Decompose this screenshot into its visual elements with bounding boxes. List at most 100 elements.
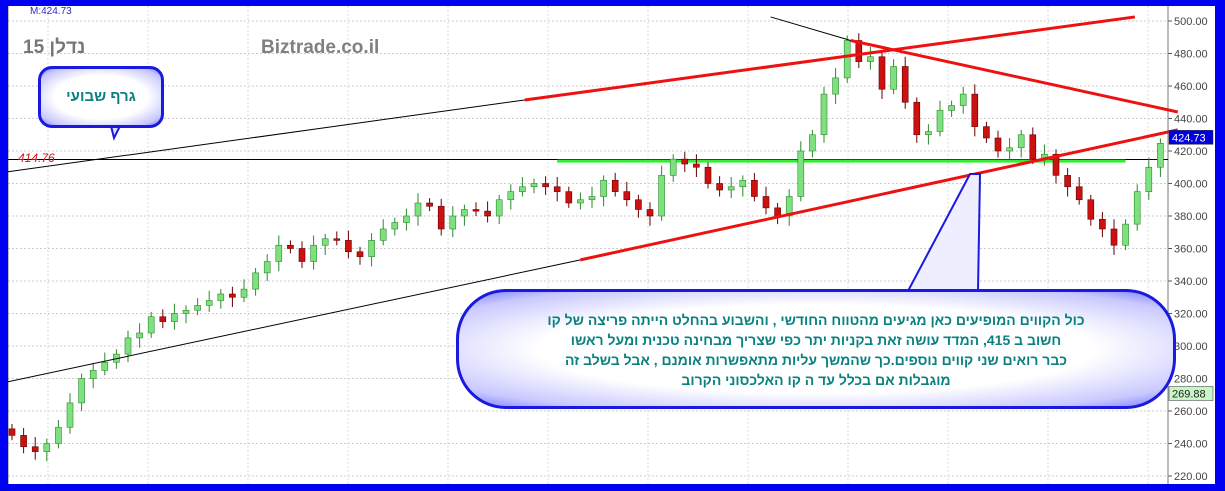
candle-body [669, 158, 677, 176]
candle-body [948, 105, 955, 111]
candle-body [797, 150, 805, 197]
y-tick-label: 380.00 [1174, 211, 1208, 223]
y-tick-label: 500.00 [1174, 16, 1208, 28]
candle [507, 184, 515, 210]
candle-body [205, 300, 213, 306]
candle-body [611, 179, 619, 192]
callout-line: מוגבלות אם בכלל עד ה קו האלכסוני הקרוב [681, 372, 951, 388]
candle [588, 186, 596, 208]
candle [89, 363, 97, 389]
candle [43, 438, 51, 462]
candle-body [66, 402, 74, 428]
candle [855, 33, 863, 69]
candle [751, 172, 758, 202]
y-tick-label: 440.00 [1174, 114, 1208, 126]
candle [437, 198, 445, 236]
candle-body [1052, 153, 1060, 176]
candle-body [1064, 175, 1071, 188]
candle-body [1099, 218, 1106, 230]
candle-body [519, 186, 526, 192]
candle [1017, 129, 1025, 158]
candle [461, 204, 468, 226]
candle [1006, 138, 1013, 160]
candle [217, 289, 225, 309]
candle-body [704, 166, 712, 184]
candle-body [959, 93, 967, 106]
candle [298, 241, 306, 268]
candle [194, 298, 201, 316]
candle-body [484, 210, 491, 217]
candle [252, 268, 259, 296]
y-tick-label: 280.00 [1174, 374, 1208, 386]
candle [635, 194, 642, 218]
candle [78, 373, 85, 411]
price-tag-label: 424.73 [1172, 132, 1206, 144]
candle [623, 181, 631, 207]
candle [426, 198, 433, 212]
candle-body [345, 240, 352, 253]
candle-body [437, 205, 445, 230]
candle-body [646, 209, 654, 217]
y-tick-label: 240.00 [1174, 439, 1208, 451]
candle-body [263, 261, 271, 274]
candle [646, 202, 654, 226]
candle-body [495, 199, 503, 217]
candle-body [391, 222, 399, 230]
candle-body [867, 56, 874, 62]
candle-body [739, 179, 747, 188]
y-tick-label: 260.00 [1174, 406, 1208, 418]
y-tick-label: 340.00 [1174, 276, 1208, 288]
candle-body [936, 110, 944, 132]
candle-body [809, 134, 816, 152]
candle [1064, 168, 1071, 197]
candle [774, 203, 781, 225]
candle-body [588, 196, 596, 201]
candle-body [878, 56, 886, 90]
level-label: 414.76 [18, 151, 55, 165]
candle-body [449, 215, 457, 230]
candle-body [681, 158, 689, 165]
candle [66, 393, 74, 434]
candle [1110, 219, 1118, 255]
candle [414, 193, 422, 226]
candle-body [229, 293, 236, 298]
candle-body [983, 126, 990, 139]
candle [182, 305, 190, 324]
candle-body [461, 209, 468, 217]
candle-body [1087, 199, 1095, 220]
candle-body [333, 238, 341, 241]
candle-body [623, 191, 631, 201]
candle [333, 231, 341, 246]
candle [565, 186, 573, 208]
candle-body [1075, 186, 1083, 201]
callout-line: חשוב ב 415, המדד עושה זאת בקניות יתר כפי… [570, 332, 1062, 348]
candle-body [147, 316, 155, 334]
candle-body [1122, 223, 1129, 246]
candle [936, 100, 944, 137]
candle [519, 177, 526, 197]
candle-body [298, 248, 306, 262]
candle-body [240, 288, 248, 298]
candle [205, 290, 213, 312]
candle [658, 165, 665, 221]
candle [809, 129, 816, 158]
candle [8, 424, 16, 441]
candle [739, 175, 747, 197]
candle-body [1017, 134, 1025, 149]
candle-body [403, 215, 410, 223]
candle-body [171, 313, 178, 322]
callout-line: כול הקווים המופיעים כאן מגיעים מהטווח הח… [547, 312, 1085, 328]
candle [1075, 177, 1083, 205]
price-tag-label: 269.88 [1172, 389, 1206, 401]
y-tick-label: 480.00 [1174, 49, 1208, 61]
candle [159, 309, 167, 329]
candle-body [890, 66, 897, 90]
trendline [580, 128, 1179, 262]
candle [484, 201, 491, 223]
candle-body [55, 426, 62, 444]
candle-body [31, 446, 39, 452]
candle [611, 172, 619, 197]
candle-body [820, 93, 828, 136]
candle [797, 141, 805, 202]
candle [1122, 219, 1129, 251]
